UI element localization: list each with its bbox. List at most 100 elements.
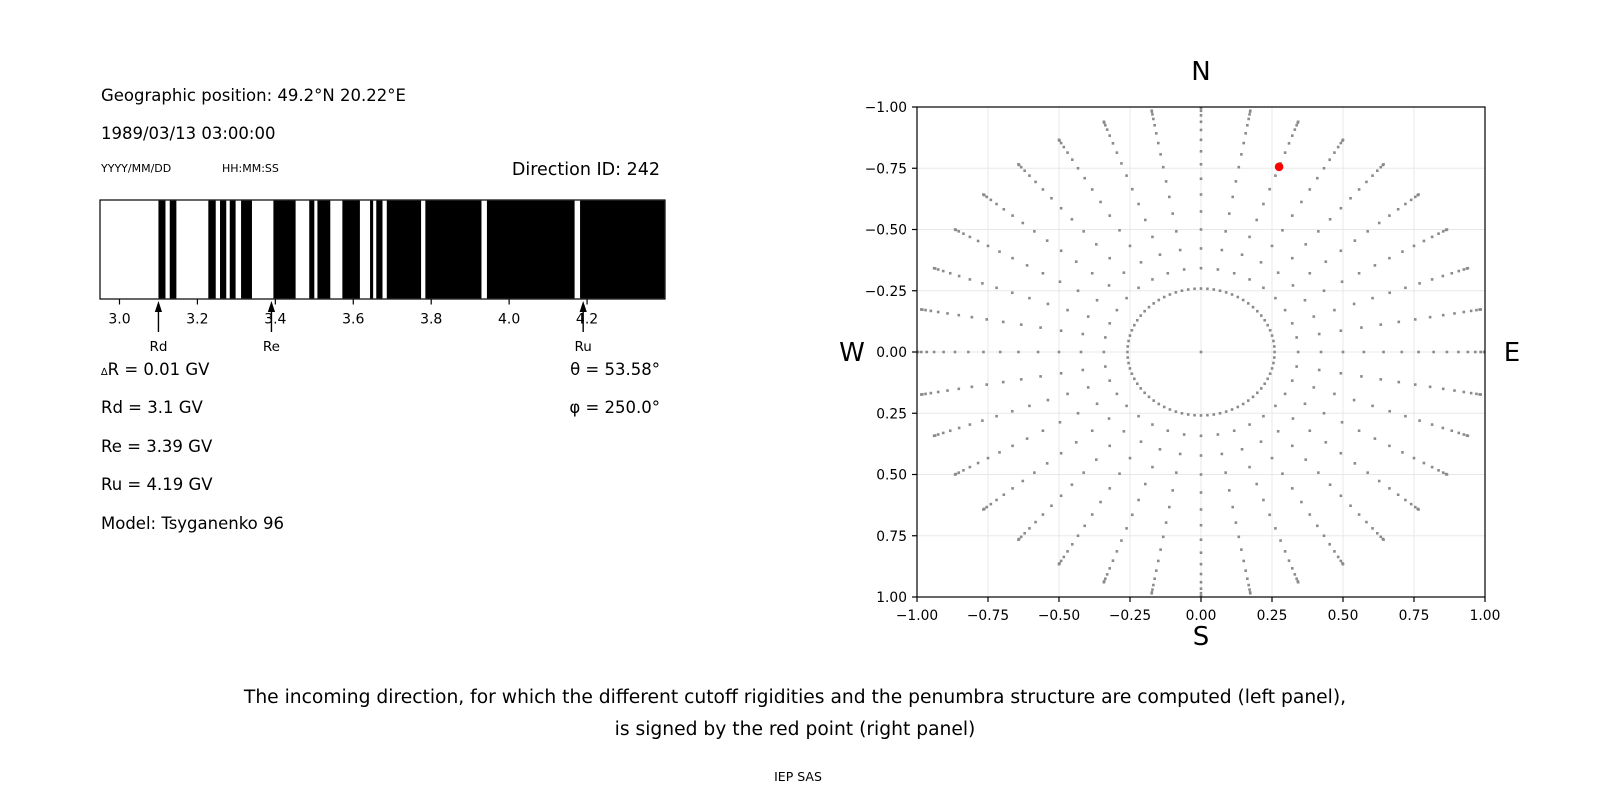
direction-dot xyxy=(1199,473,1203,476)
direction-dot xyxy=(1353,462,1357,465)
direction-dot xyxy=(1082,230,1085,233)
direction-dot xyxy=(1333,392,1336,396)
direction-dot xyxy=(1241,402,1245,406)
direction-dot xyxy=(1379,535,1383,539)
direction-dot xyxy=(1371,174,1374,177)
direction-dot xyxy=(1404,202,1407,206)
direction-dot xyxy=(1293,128,1297,131)
direction-dot xyxy=(1108,214,1112,217)
direction-dot xyxy=(1137,202,1140,206)
direction-dot xyxy=(1131,513,1134,517)
direction-dot xyxy=(1126,345,1130,348)
direction-dot xyxy=(1413,505,1417,509)
x-tick-label: 4.2 xyxy=(576,312,598,328)
direction-dot xyxy=(1095,402,1099,406)
direction-dot xyxy=(1133,377,1136,381)
direction-dot xyxy=(1340,280,1344,284)
direction-dot xyxy=(1322,166,1326,170)
direction-dot xyxy=(1059,494,1063,498)
direction-dot xyxy=(929,309,933,313)
direction-dot xyxy=(1333,550,1336,553)
direction-dot xyxy=(1333,151,1336,154)
cutoff-arrow-head xyxy=(579,301,587,312)
direction-dot xyxy=(1262,498,1265,502)
direction-dot xyxy=(1045,462,1049,465)
direction-dot xyxy=(1242,141,1246,145)
direction-dot xyxy=(1086,386,1090,389)
direction-dot xyxy=(1199,120,1203,124)
direction-dot xyxy=(1322,534,1326,538)
direction-dot xyxy=(1274,174,1277,177)
direction-dot xyxy=(1074,441,1078,444)
direction-dot xyxy=(1104,577,1107,581)
direction-dot xyxy=(1296,350,1300,354)
direction-dot xyxy=(1479,393,1482,396)
direction-dot xyxy=(1155,132,1158,135)
direction-dot xyxy=(1272,339,1275,343)
direction-dot xyxy=(1418,419,1421,422)
direction-dot xyxy=(1353,239,1357,242)
direction-dot xyxy=(1241,298,1245,302)
direction-dot xyxy=(1376,169,1379,173)
direction-dot xyxy=(1450,429,1454,433)
direction-dot xyxy=(1168,195,1171,199)
direction-dot xyxy=(1050,196,1053,200)
direction-dot xyxy=(1090,188,1094,191)
direction-dot xyxy=(1430,235,1434,239)
direction-dot xyxy=(1058,420,1062,424)
model-text: Model: Tsyganenko 96 xyxy=(101,514,285,533)
direction-dot xyxy=(1199,491,1203,494)
direction-dot xyxy=(1413,195,1417,199)
direction-dot xyxy=(981,282,984,285)
direction-dot xyxy=(1304,243,1308,246)
direction-dot xyxy=(1102,120,1106,124)
direction-dot xyxy=(1475,392,1478,396)
direction-dot xyxy=(1125,527,1128,530)
direction-dot xyxy=(1450,271,1454,275)
direction-dot xyxy=(1248,278,1251,281)
direction-dot xyxy=(1017,163,1020,166)
direction-dot xyxy=(985,505,989,509)
direction-dot xyxy=(1039,326,1042,329)
direction-dot xyxy=(1019,378,1023,381)
direction-dot xyxy=(967,350,970,354)
direction-dot xyxy=(936,433,940,436)
direction-dot xyxy=(1270,334,1274,337)
direction-dot xyxy=(1099,200,1102,204)
direction-dot xyxy=(1349,196,1352,200)
compass-label-north: N xyxy=(1191,57,1210,87)
direction-dot xyxy=(1230,293,1234,296)
direction-dot xyxy=(1249,109,1252,113)
direction-dot xyxy=(1139,387,1143,390)
direction-dot xyxy=(1019,165,1023,169)
y-tick-label: 0.00 xyxy=(876,345,907,361)
direction-dot xyxy=(1236,295,1240,299)
direction-dot xyxy=(1105,128,1109,131)
direction-dot xyxy=(1290,567,1294,570)
direction-dot xyxy=(1322,411,1326,415)
direction-dot xyxy=(1417,350,1420,354)
direction-dot xyxy=(1365,520,1368,524)
direction-dot xyxy=(1469,391,1473,395)
direction-dot xyxy=(1237,535,1241,539)
direction-dot xyxy=(1296,120,1300,124)
direction-dot xyxy=(1360,375,1363,378)
direction-dot xyxy=(1115,550,1119,553)
penumbra-band xyxy=(309,200,315,299)
direction-dot xyxy=(1062,555,1066,559)
direction-dot xyxy=(1023,531,1026,535)
cutoff-arrow-label: Ru xyxy=(575,339,592,355)
direction-dot xyxy=(1240,253,1244,257)
selected-direction-red-point xyxy=(1274,162,1284,172)
direction-dot xyxy=(1291,284,1295,287)
direction-dot xyxy=(1070,483,1074,487)
direction-dot xyxy=(995,286,998,290)
direction-dot xyxy=(1400,350,1404,354)
x-tick-label: 4.0 xyxy=(498,312,520,328)
direction-dot xyxy=(1011,487,1014,490)
direction-dot xyxy=(1025,264,1029,267)
direction-dot xyxy=(1376,531,1379,535)
direction-dot xyxy=(1281,472,1284,475)
direction-dot xyxy=(986,244,990,248)
